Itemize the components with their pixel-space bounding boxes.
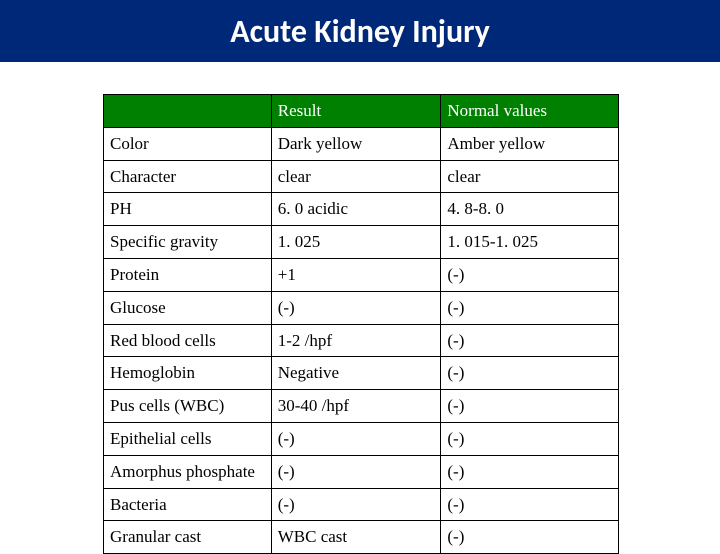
table-row: Color Dark yellow Amber yellow — [104, 127, 619, 160]
cell-result: (-) — [271, 488, 441, 521]
cell-param: Amorphus phosphate — [104, 455, 272, 488]
cell-param: Specific gravity — [104, 226, 272, 259]
table-row: Granular cast WBC cast (-) — [104, 521, 619, 554]
cell-result: 30-40 /hpf — [271, 390, 441, 423]
cell-result: WBC cast — [271, 521, 441, 554]
table-row: PH 6. 0 acidic 4. 8-8. 0 — [104, 193, 619, 226]
cell-normal: (-) — [441, 488, 619, 521]
table-row: Pus cells (WBC) 30-40 /hpf (-) — [104, 390, 619, 423]
cell-param: Bacteria — [104, 488, 272, 521]
cell-result: +1 — [271, 258, 441, 291]
cell-normal: clear — [441, 160, 619, 193]
cell-param: Red blood cells — [104, 324, 272, 357]
header-result: Result — [271, 95, 441, 128]
table-body: Color Dark yellow Amber yellow Character… — [104, 127, 619, 553]
cell-normal: (-) — [441, 357, 619, 390]
cell-param: Glucose — [104, 291, 272, 324]
cell-result: Negative — [271, 357, 441, 390]
cell-result: (-) — [271, 455, 441, 488]
cell-normal: 4. 8-8. 0 — [441, 193, 619, 226]
results-table: Result Normal values Color Dark yellow A… — [103, 94, 619, 554]
cell-result: 1-2 /hpf — [271, 324, 441, 357]
cell-normal: (-) — [441, 291, 619, 324]
cell-normal: (-) — [441, 521, 619, 554]
cell-result: 6. 0 acidic — [271, 193, 441, 226]
table-row: Specific gravity 1. 025 1. 015-1. 025 — [104, 226, 619, 259]
table-row: Protein +1 (-) — [104, 258, 619, 291]
cell-normal: (-) — [441, 455, 619, 488]
table-row: Epithelial cells (-) (-) — [104, 422, 619, 455]
cell-param: Protein — [104, 258, 272, 291]
table-row: Red blood cells 1-2 /hpf (-) — [104, 324, 619, 357]
table-row: Hemoglobin Negative (-) — [104, 357, 619, 390]
cell-param: Character — [104, 160, 272, 193]
page-title: Acute Kidney Injury — [230, 12, 490, 51]
table-row: Bacteria (-) (-) — [104, 488, 619, 521]
header-normal: Normal values — [441, 95, 619, 128]
cell-param: Epithelial cells — [104, 422, 272, 455]
cell-param: PH — [104, 193, 272, 226]
table-row: Glucose (-) (-) — [104, 291, 619, 324]
table-row: Amorphus phosphate (-) (-) — [104, 455, 619, 488]
cell-param: Pus cells (WBC) — [104, 390, 272, 423]
cell-result: clear — [271, 160, 441, 193]
header-parameter — [104, 95, 272, 128]
cell-normal: (-) — [441, 422, 619, 455]
cell-normal: 1. 015-1. 025 — [441, 226, 619, 259]
cell-normal: Amber yellow — [441, 127, 619, 160]
cell-result: (-) — [271, 422, 441, 455]
table-row: Character clear clear — [104, 160, 619, 193]
cell-param: Hemoglobin — [104, 357, 272, 390]
title-bar: Acute Kidney Injury — [0, 0, 720, 62]
cell-normal: (-) — [441, 390, 619, 423]
table-header-row: Result Normal values — [104, 95, 619, 128]
cell-normal: (-) — [441, 324, 619, 357]
cell-param: Color — [104, 127, 272, 160]
cell-normal: (-) — [441, 258, 619, 291]
cell-param: Granular cast — [104, 521, 272, 554]
cell-result: Dark yellow — [271, 127, 441, 160]
cell-result: (-) — [271, 291, 441, 324]
cell-result: 1. 025 — [271, 226, 441, 259]
